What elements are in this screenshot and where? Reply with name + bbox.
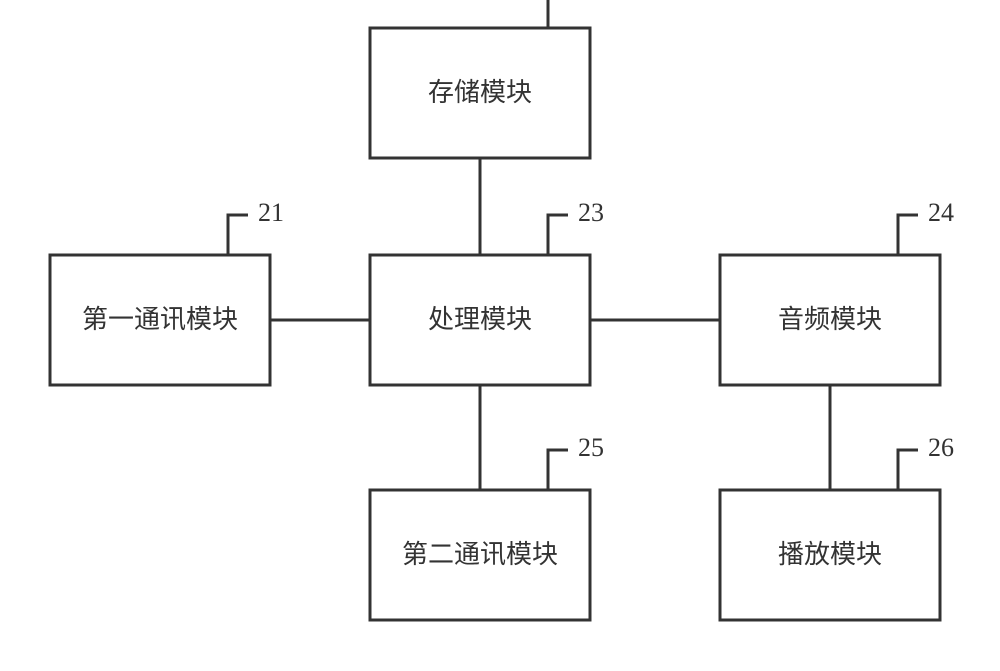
node-label: 音频模块 xyxy=(778,305,882,334)
node-label: 播放模块 xyxy=(778,540,882,569)
node-number: 24 xyxy=(928,198,954,227)
node-number: 26 xyxy=(928,433,954,462)
node-number: 25 xyxy=(578,433,604,462)
node-label: 存储模块 xyxy=(428,78,532,107)
node-audio: 音频模块 24 xyxy=(720,198,954,385)
node-label: 处理模块 xyxy=(428,305,532,334)
leader-line xyxy=(548,0,568,28)
node-label: 第一通讯模块 xyxy=(82,305,238,334)
node-label: 第二通讯模块 xyxy=(402,540,558,569)
node-comm1: 第一通讯模块 21 xyxy=(50,198,284,385)
leader-line xyxy=(548,450,568,490)
node-storage: 存储模块22 xyxy=(370,0,604,158)
node-comm2: 第二通讯模块 25 xyxy=(370,433,604,620)
block-diagram: 存储模块22 第一通讯模块 21 处理模块 23 音频模块 24 第二通讯模块 25 播放模块 26 xyxy=(0,0,1000,671)
node-proc: 处理模块 23 xyxy=(370,198,604,385)
leader-line xyxy=(898,450,918,490)
leader-line xyxy=(228,215,248,255)
node-play: 播放模块 26 xyxy=(720,433,954,620)
leader-line xyxy=(898,215,918,255)
node-number: 21 xyxy=(258,198,284,227)
node-number: 23 xyxy=(578,198,604,227)
leader-line xyxy=(548,215,568,255)
